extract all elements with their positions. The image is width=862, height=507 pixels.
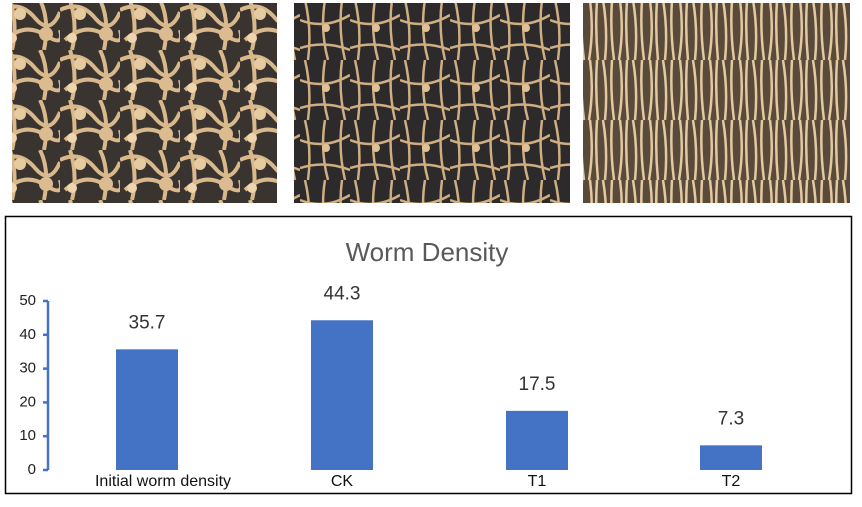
x-tick-label: CK [331, 473, 354, 490]
y-tick-label: 40 [19, 326, 36, 343]
bar [506, 410, 568, 470]
y-tick-label: 50 [19, 292, 36, 309]
root-photo [12, 3, 277, 203]
x-tick-label: Initial worm density [95, 473, 231, 490]
y-tick-label: 10 [19, 427, 36, 444]
y-tick-label: 30 [19, 360, 36, 377]
root-photo [294, 3, 570, 203]
bar [311, 320, 373, 470]
bar [700, 445, 762, 470]
x-tick-label: T2 [722, 473, 741, 490]
x-tick-label: T1 [528, 473, 547, 490]
y-tick-label: 0 [28, 461, 36, 478]
data-label: 17.5 [519, 374, 556, 395]
root-photo [583, 3, 850, 203]
y-tick-label: 20 [19, 393, 36, 410]
data-label: 35.7 [129, 312, 166, 333]
data-label: 7.3 [718, 408, 744, 429]
chart-title: Worm Density [346, 237, 509, 267]
bar [116, 349, 178, 470]
data-label: 44.3 [324, 283, 361, 304]
